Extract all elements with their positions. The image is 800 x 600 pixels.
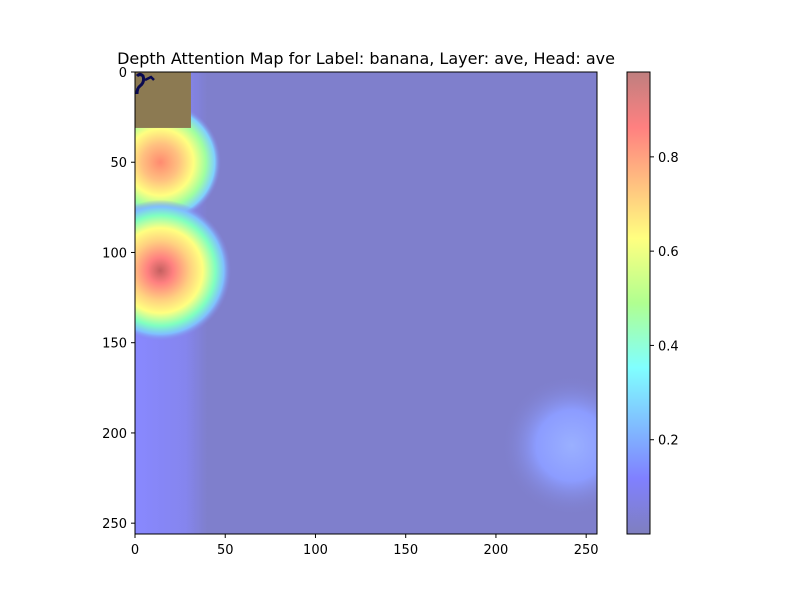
x-tick-label: 100 xyxy=(303,543,328,558)
x-tick-label: 50 xyxy=(217,543,234,558)
heatmap-hotspot xyxy=(135,199,231,342)
x-axis: 0 50 100 150 200 250 xyxy=(131,534,599,558)
y-tick-label: 100 xyxy=(102,246,127,261)
y-tick-label: 0 xyxy=(119,66,127,81)
colorbar-tick-label: 0.2 xyxy=(658,434,679,449)
colorbar-tick-label: 0.4 xyxy=(658,339,679,354)
heatmap-hotspot xyxy=(135,101,221,223)
colorbar-tick-label: 0.6 xyxy=(658,245,679,260)
plot-frame xyxy=(134,71,598,535)
y-tick-label: 200 xyxy=(102,427,127,442)
y-tick-label: 50 xyxy=(110,156,127,171)
y-axis: 0 50 100 150 200 250 xyxy=(102,66,135,532)
x-tick-label: 200 xyxy=(484,543,509,558)
x-tick-label: 250 xyxy=(574,543,599,558)
chart-title: Depth Attention Map for Label: banana, L… xyxy=(117,49,615,68)
colorbar-tick-label: 0.8 xyxy=(658,151,679,166)
inset-image-dark-mark xyxy=(144,75,155,82)
x-tick-label: 0 xyxy=(131,543,139,558)
heatmap xyxy=(135,72,597,534)
y-tick-label: 250 xyxy=(102,517,127,532)
x-tick-label: 150 xyxy=(393,543,418,558)
colorbar-axis: 0.2 0.4 0.6 0.8 xyxy=(650,151,679,449)
y-tick-label: 150 xyxy=(102,337,127,352)
inset-image-dark-mark xyxy=(135,73,146,95)
colorbar xyxy=(626,71,651,535)
heatmap-hotspot xyxy=(501,374,597,517)
